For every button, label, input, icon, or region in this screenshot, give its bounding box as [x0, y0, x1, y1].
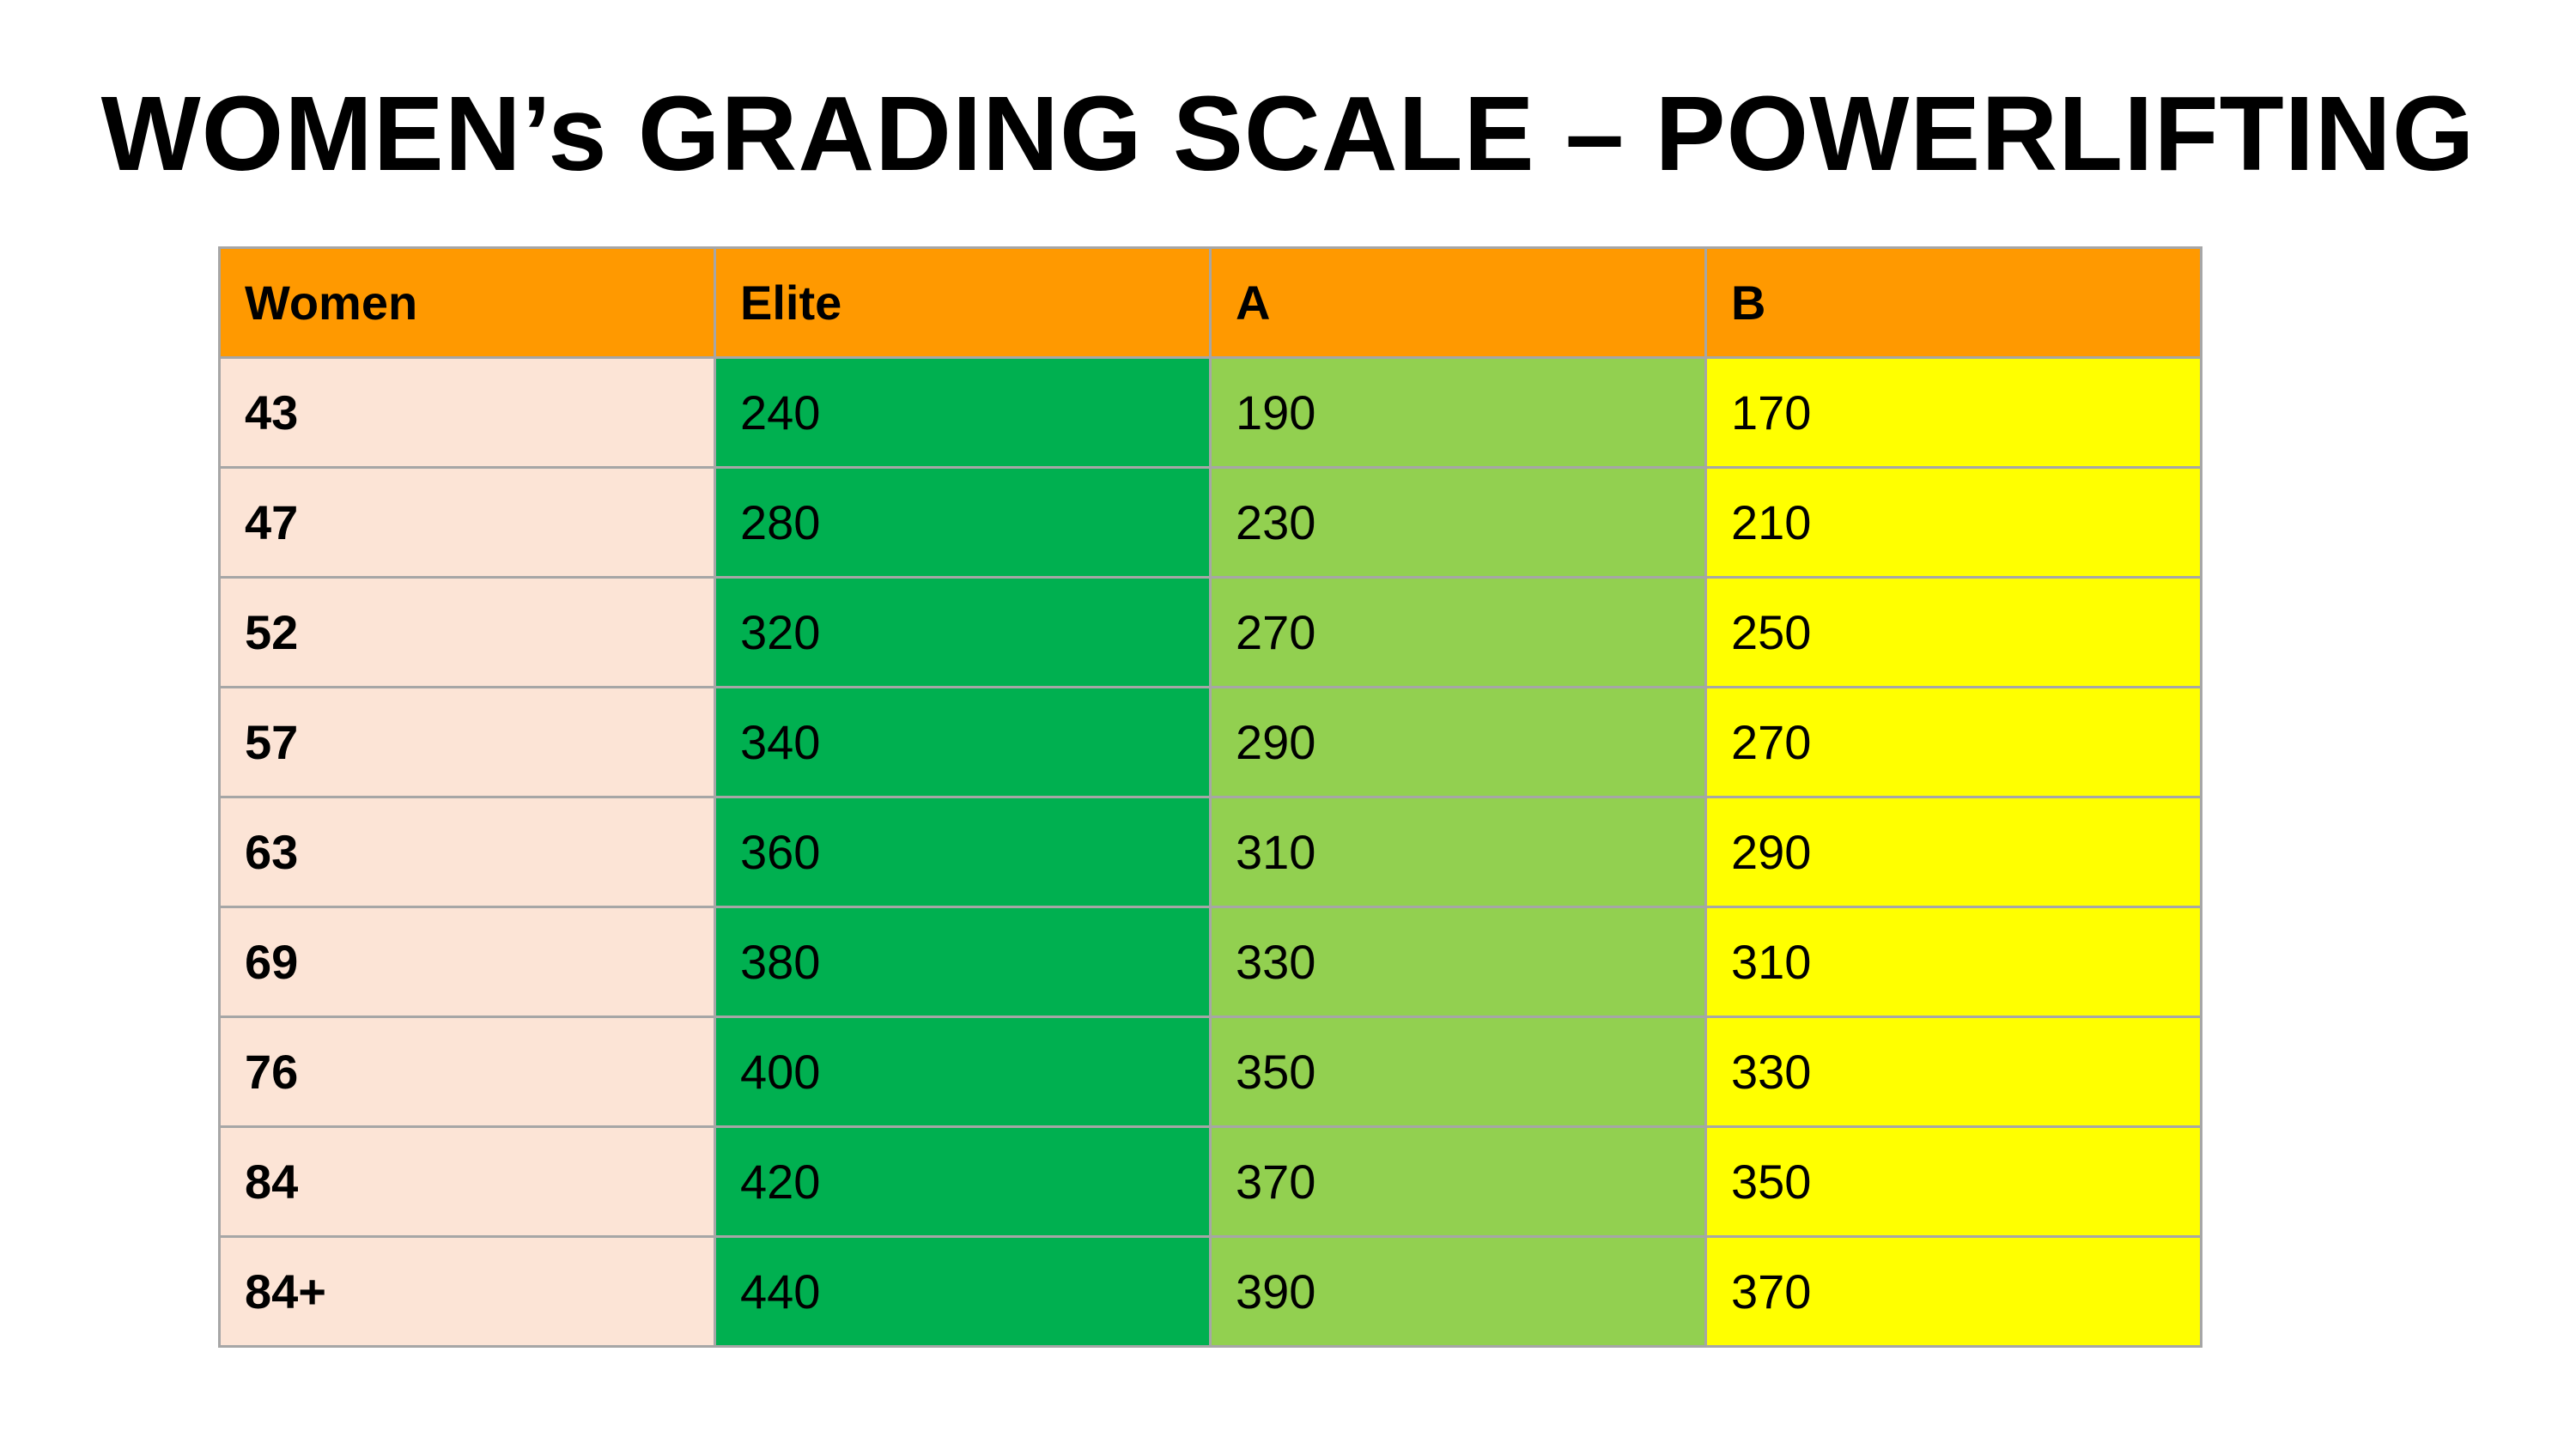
- grade-b-cell: 310: [1704, 906, 2202, 1018]
- elite-cell: 320: [714, 576, 1212, 688]
- table-row: 76 400 350 330: [218, 1016, 2202, 1128]
- elite-cell: 340: [714, 686, 1212, 798]
- elite-cell: 440: [714, 1235, 1212, 1348]
- weight-class-cell: 63: [218, 796, 716, 908]
- weight-class-cell: 47: [218, 466, 716, 579]
- weight-class-cell: 57: [218, 686, 716, 798]
- header-elite: Elite: [714, 246, 1212, 359]
- grade-a-cell: 270: [1209, 576, 1707, 688]
- weight-class-cell: 76: [218, 1016, 716, 1128]
- table-row: 84 420 370 350: [218, 1125, 2202, 1238]
- weight-class-cell: 52: [218, 576, 716, 688]
- elite-cell: 380: [714, 906, 1212, 1018]
- grade-b-cell: 250: [1704, 576, 2202, 688]
- grade-b-cell: 170: [1704, 356, 2202, 469]
- grade-b-cell: 290: [1704, 796, 2202, 908]
- grade-a-cell: 330: [1209, 906, 1707, 1018]
- grade-a-cell: 370: [1209, 1125, 1707, 1238]
- weight-class-cell: 43: [218, 356, 716, 469]
- grade-b-cell: 370: [1704, 1235, 2202, 1348]
- elite-cell: 400: [714, 1016, 1212, 1128]
- table-row: 47 280 230 210: [218, 466, 2202, 579]
- table-row: 84+ 440 390 370: [218, 1235, 2202, 1348]
- grade-a-cell: 310: [1209, 796, 1707, 908]
- table-row: 69 380 330 310: [218, 906, 2202, 1018]
- header-women: Women: [218, 246, 716, 359]
- elite-cell: 280: [714, 466, 1212, 579]
- page-title: WOMEN’s GRADING SCALE – POWERLIFTING: [100, 76, 2476, 193]
- table-header-row: Women Elite A B: [218, 246, 2202, 359]
- grade-a-cell: 190: [1209, 356, 1707, 469]
- grade-a-cell: 390: [1209, 1235, 1707, 1348]
- grade-b-cell: 210: [1704, 466, 2202, 579]
- weight-class-cell: 69: [218, 906, 716, 1018]
- grade-a-cell: 350: [1209, 1016, 1707, 1128]
- elite-cell: 360: [714, 796, 1212, 908]
- elite-cell: 240: [714, 356, 1212, 469]
- elite-cell: 420: [714, 1125, 1212, 1238]
- weight-class-cell: 84: [218, 1125, 716, 1238]
- grading-table: Women Elite A B 43 240 190 170 47 280 23…: [218, 246, 2202, 1348]
- table-row: 52 320 270 250: [218, 576, 2202, 688]
- header-b: B: [1704, 246, 2202, 359]
- grade-a-cell: 290: [1209, 686, 1707, 798]
- weight-class-cell: 84+: [218, 1235, 716, 1348]
- grade-b-cell: 350: [1704, 1125, 2202, 1238]
- table-row: 63 360 310 290: [218, 796, 2202, 908]
- header-a: A: [1209, 246, 1707, 359]
- grade-b-cell: 270: [1704, 686, 2202, 798]
- table-row: 43 240 190 170: [218, 356, 2202, 469]
- grade-a-cell: 230: [1209, 466, 1707, 579]
- grade-b-cell: 330: [1704, 1016, 2202, 1128]
- table-row: 57 340 290 270: [218, 686, 2202, 798]
